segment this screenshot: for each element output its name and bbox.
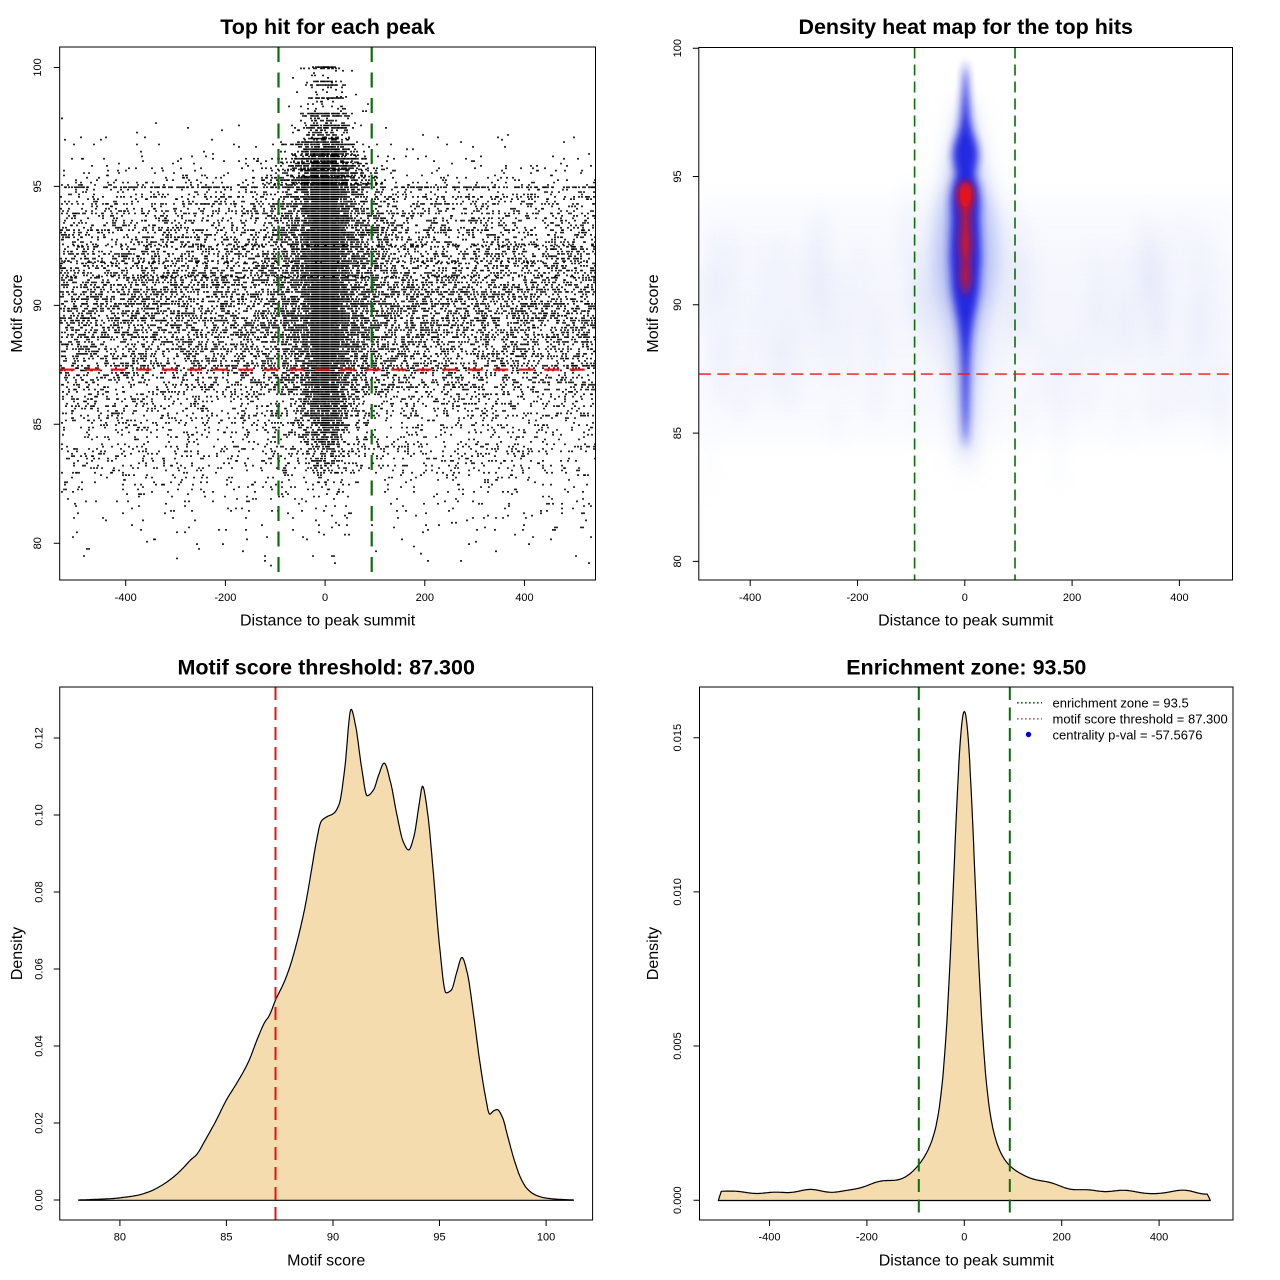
svg-text:90: 90 [327,1232,339,1244]
svg-text:-200: -200 [214,592,236,604]
svg-text:Enrichment zone: 93.50: Enrichment zone: 93.50 [846,656,1086,680]
svg-text:0: 0 [962,592,968,604]
svg-text:Motif score: Motif score [9,274,26,352]
svg-text:0.06: 0.06 [34,958,46,979]
svg-text:85: 85 [220,1232,232,1244]
svg-text:400: 400 [515,592,533,604]
svg-text:100: 100 [672,39,684,57]
svg-text:90: 90 [32,299,44,311]
svg-text:80: 80 [114,1232,126,1244]
svg-text:0.00: 0.00 [34,1189,46,1210]
svg-text:100: 100 [537,1232,555,1244]
svg-text:-400: -400 [739,592,761,604]
svg-text:200: 200 [416,592,434,604]
svg-text:enrichment zone = 93.5: enrichment zone = 93.5 [1053,695,1189,710]
svg-text:-200: -200 [846,592,868,604]
svg-text:0.04: 0.04 [34,1035,46,1056]
svg-text:Density: Density [645,927,662,980]
svg-text:-400: -400 [758,1232,780,1244]
svg-text:-400: -400 [115,592,137,604]
svg-text:100: 100 [32,58,44,76]
svg-text:0.10: 0.10 [34,804,46,825]
svg-text:95: 95 [433,1232,445,1244]
svg-text:Motif score: Motif score [287,1253,365,1270]
svg-text:80: 80 [32,537,44,549]
svg-text:centrality p-val = -57.5676: centrality p-val = -57.5676 [1053,727,1203,742]
svg-text:400: 400 [1150,1232,1168,1244]
svg-text:0.005: 0.005 [672,1032,684,1060]
svg-text:0.000: 0.000 [672,1186,684,1214]
svg-text:Distance to peak summit: Distance to peak summit [878,613,1054,630]
svg-text:Distance to peak summit: Distance to peak summit [879,1253,1055,1270]
svg-text:80: 80 [672,555,684,567]
svg-text:Density: Density [9,927,26,980]
svg-text:0.010: 0.010 [672,878,684,906]
svg-text:Distance to peak summit: Distance to peak summit [240,613,416,630]
svg-text:Motif score threshold: 87.300: Motif score threshold: 87.300 [177,656,475,680]
svg-text:0.12: 0.12 [34,727,46,748]
svg-text:95: 95 [672,170,684,182]
svg-text:0.02: 0.02 [34,1112,46,1133]
svg-text:0.015: 0.015 [672,724,684,752]
svg-text:motif score threshold = 87.300: motif score threshold = 87.300 [1053,711,1228,726]
svg-text:Top hit for each peak: Top hit for each peak [220,15,435,39]
svg-text:85: 85 [32,418,44,430]
svg-text:200: 200 [1063,592,1081,604]
svg-text:95: 95 [32,180,44,192]
svg-text:85: 85 [672,427,684,439]
svg-text:Motif score: Motif score [645,274,662,352]
svg-text:200: 200 [1053,1232,1071,1244]
svg-text:0: 0 [961,1232,967,1244]
svg-text:400: 400 [1170,592,1188,604]
svg-text:0: 0 [322,592,328,604]
svg-text:Density heat map for the top h: Density heat map for the top hits [798,15,1133,39]
svg-text:90: 90 [672,299,684,311]
svg-text:0.08: 0.08 [34,881,46,902]
svg-text:-200: -200 [856,1232,878,1244]
